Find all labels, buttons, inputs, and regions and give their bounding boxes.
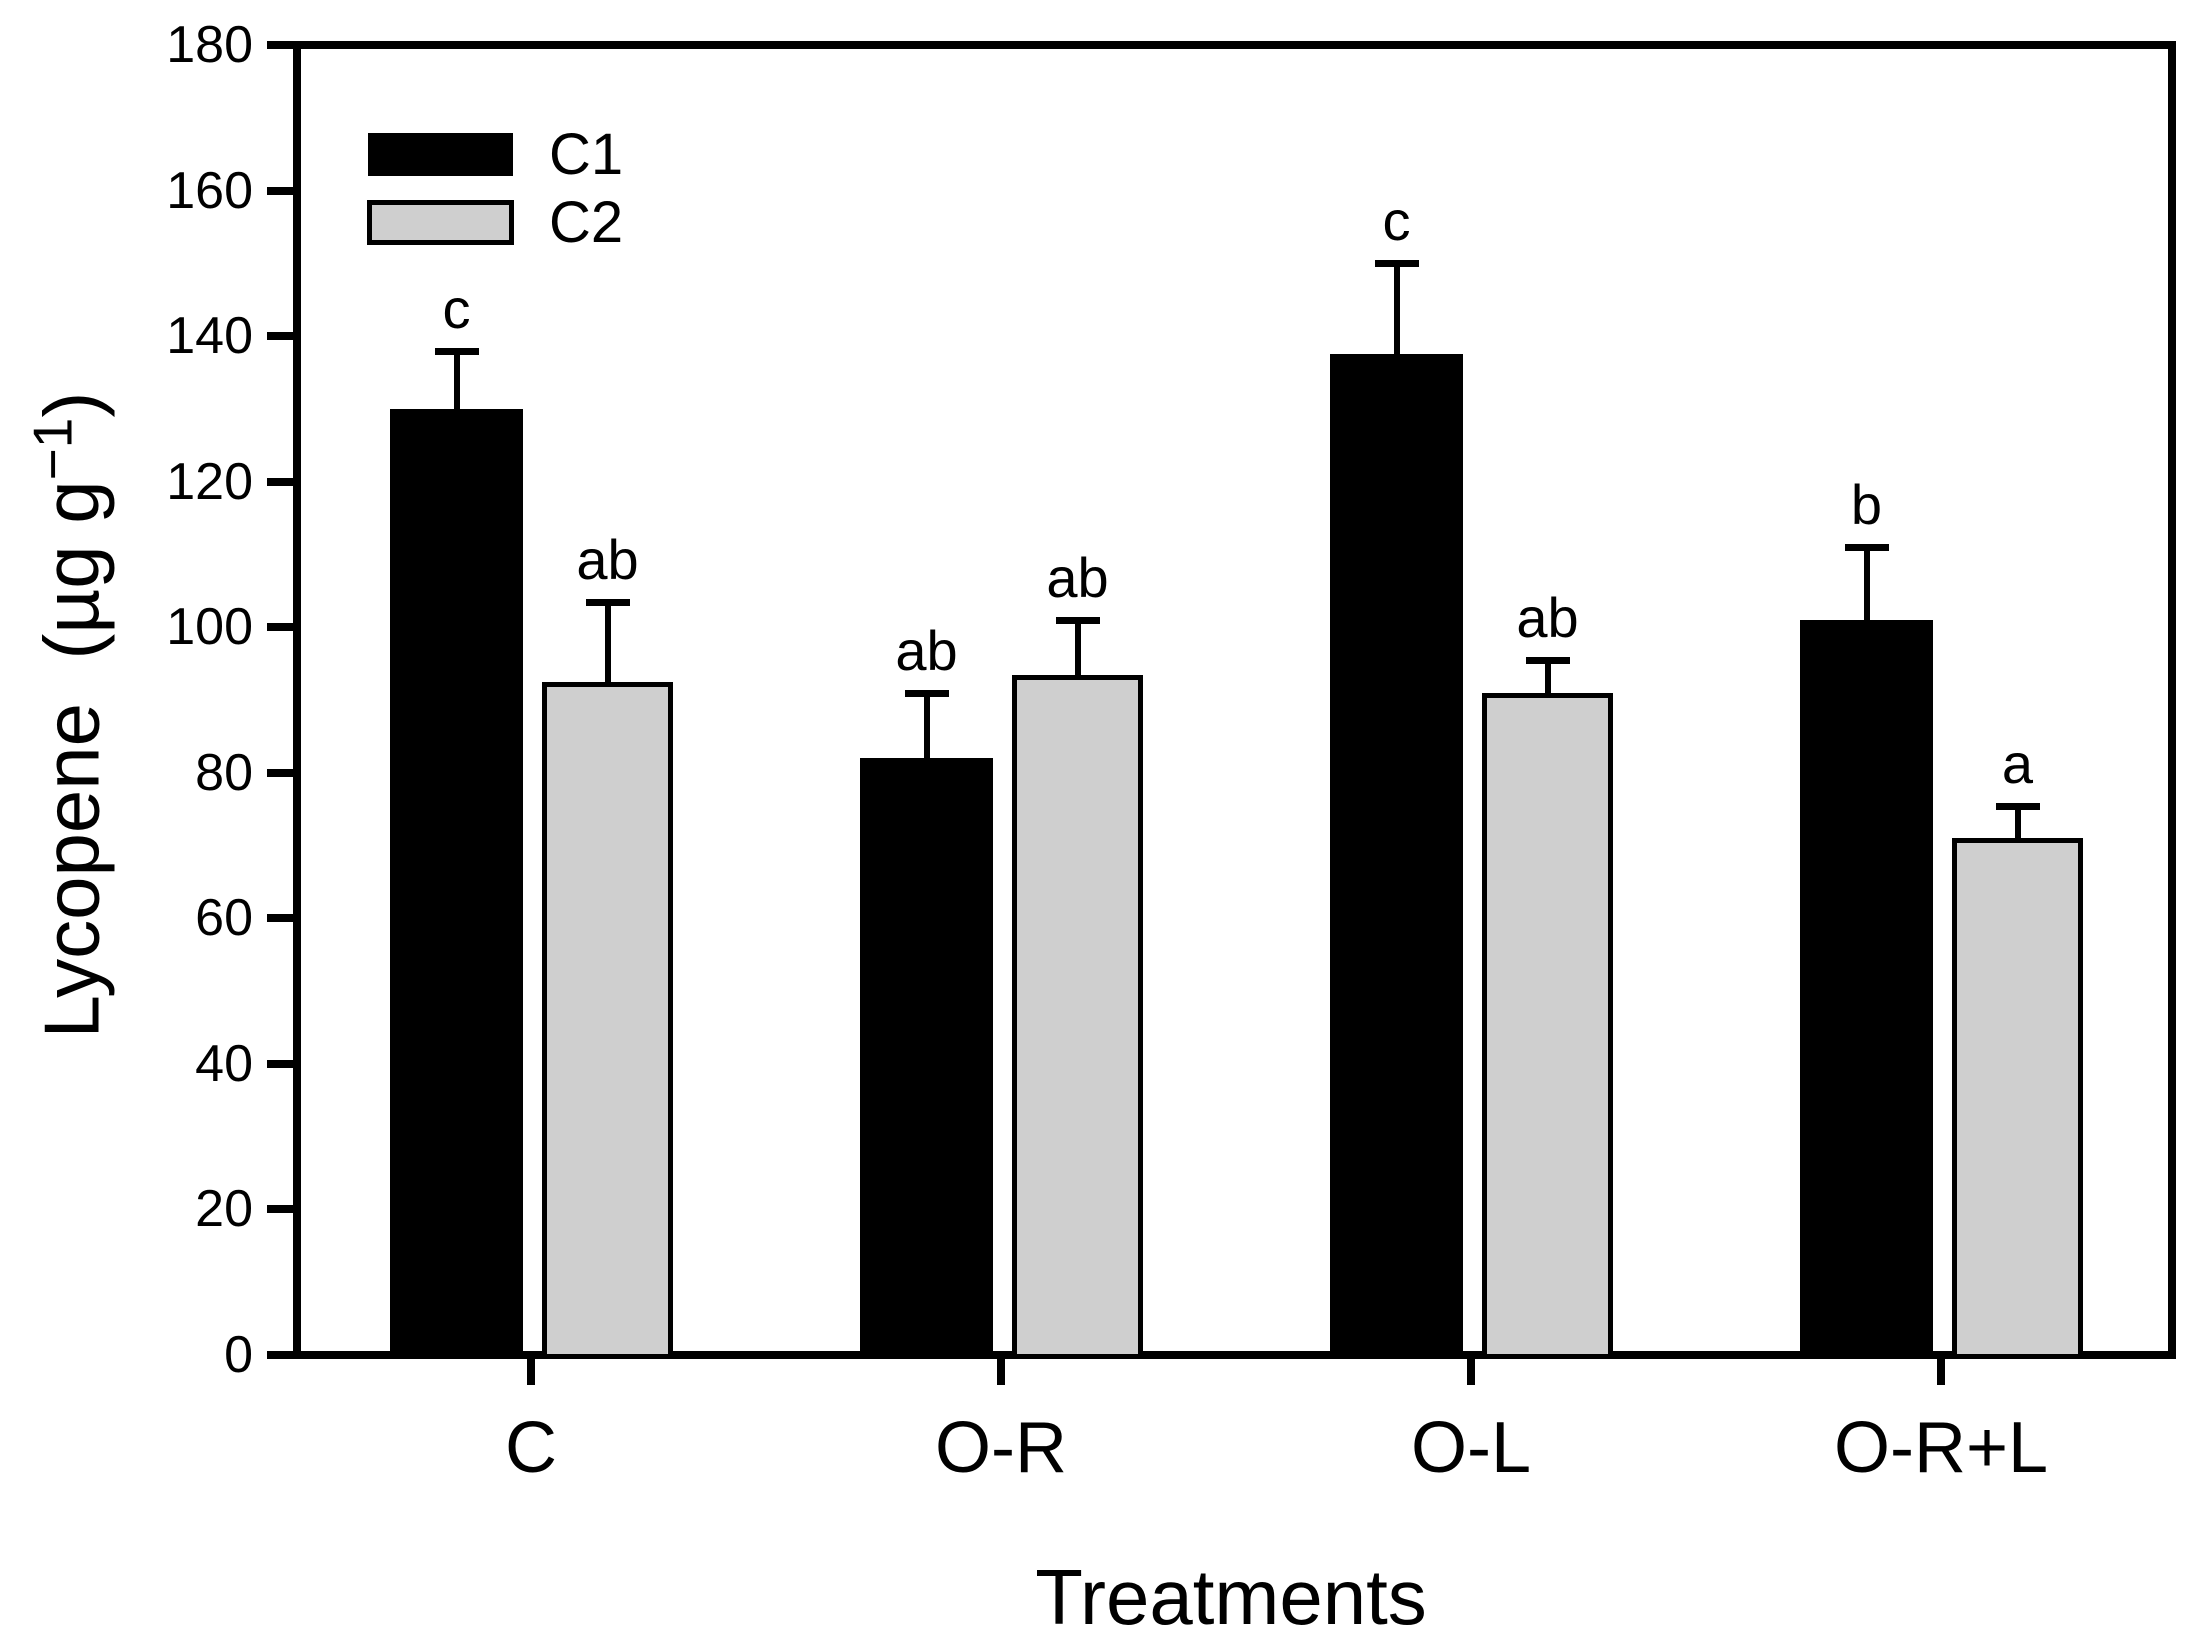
bar-C2-O-R+L — [1952, 838, 2083, 1359]
x-tick-mark-C — [527, 1359, 535, 1385]
x-tick-mark-O-R — [997, 1359, 1005, 1385]
x-tick-label-O-R+L: O-R+L — [1833, 1408, 2049, 1488]
error-bar-bar-C1-O-R — [923, 692, 930, 759]
y-tick-label-100: 100 — [166, 598, 253, 657]
y-tick-mark-100 — [267, 623, 293, 632]
sig-letter-bar-C2-O-R: ab — [1046, 545, 1109, 609]
error-cap-bar-C1-O-R+L — [1844, 544, 1889, 552]
bar-C1-O-R — [860, 758, 993, 1359]
error-cap-bar-C2-O-L — [1525, 656, 1570, 664]
sig-letter-bar-C2-O-L: ab — [1516, 585, 1579, 649]
y-tick-mark-20 — [267, 1205, 293, 1214]
bar-C1-C — [390, 408, 523, 1359]
legend-label-c2: C2 — [549, 190, 624, 255]
legend-label-c1: C1 — [549, 122, 624, 187]
legend-swatch-c1 — [368, 133, 513, 176]
error-cap-bar-C2-C — [585, 598, 630, 606]
y-tick-mark-60 — [267, 914, 293, 923]
error-bar-bar-C2-O-R+L — [2014, 805, 2021, 839]
y-tick-mark-40 — [267, 1059, 293, 1068]
y-tick-label-80: 80 — [195, 743, 253, 802]
y-tick-label-40: 40 — [195, 1034, 253, 1093]
y-tick-mark-180 — [267, 41, 293, 49]
sig-letter-bar-C1-O-R: ab — [895, 618, 958, 682]
error-bar-bar-C1-C — [453, 350, 460, 409]
bar-C2-O-R — [1012, 674, 1143, 1359]
y-tick-label-120: 120 — [166, 452, 253, 511]
y-tick-mark-0 — [267, 1351, 293, 1359]
bar-C1-O-L — [1330, 354, 1463, 1359]
x-tick-label-O-R: O-R — [935, 1408, 1067, 1488]
x-tick-mark-O-L — [1467, 1359, 1475, 1385]
x-tick-label-C: C — [505, 1408, 557, 1488]
error-cap-bar-C2-O-R — [1055, 616, 1100, 624]
error-cap-bar-C1-C — [434, 347, 479, 355]
legend-swatch-c2 — [367, 200, 514, 245]
error-cap-bar-C1-O-L — [1374, 260, 1419, 268]
y-tick-label-140: 140 — [166, 307, 253, 366]
y-tick-label-0: 0 — [224, 1326, 253, 1384]
y-tick-mark-140 — [267, 332, 293, 341]
error-bar-bar-C2-O-L — [1544, 659, 1551, 693]
sig-letter-bar-C1-O-R+L: b — [1850, 473, 1883, 537]
y-tick-label-60: 60 — [195, 889, 253, 948]
sig-letter-bar-C1-O-L: c — [1382, 189, 1411, 253]
y-tick-mark-80 — [267, 768, 293, 777]
y-tick-mark-120 — [267, 477, 293, 486]
x-axis-title: Treatments — [1035, 1553, 1427, 1641]
bar-C1-O-R+L — [1800, 619, 1933, 1359]
y-axis-title-close-paren: ) — [27, 391, 116, 418]
error-bar-bar-C2-O-R — [1074, 619, 1081, 675]
sig-letter-bar-C2-O-R+L: a — [2001, 731, 2034, 795]
y-tick-label-20: 20 — [195, 1180, 253, 1239]
sig-letter-bar-C2-C: ab — [576, 527, 639, 591]
plot-frame — [293, 41, 2176, 1359]
x-tick-mark-O-R+L — [1937, 1359, 1945, 1385]
y-tick-mark-160 — [267, 186, 293, 195]
x-tick-label-O-L: O-L — [1410, 1408, 1532, 1488]
sig-letter-bar-C1-C: c — [442, 276, 471, 340]
error-cap-bar-C1-O-R — [904, 689, 949, 697]
bar-C2-C — [542, 681, 673, 1359]
error-cap-bar-C2-O-R+L — [1995, 802, 2040, 810]
error-bar-bar-C2-C — [604, 601, 611, 682]
y-tick-label-160: 160 — [166, 161, 253, 220]
error-bar-bar-C1-O-R+L — [1863, 547, 1870, 620]
error-bar-bar-C1-O-L — [1393, 263, 1400, 355]
y-tick-label-180: 180 — [166, 16, 253, 74]
bar-C2-O-L — [1482, 692, 1613, 1359]
